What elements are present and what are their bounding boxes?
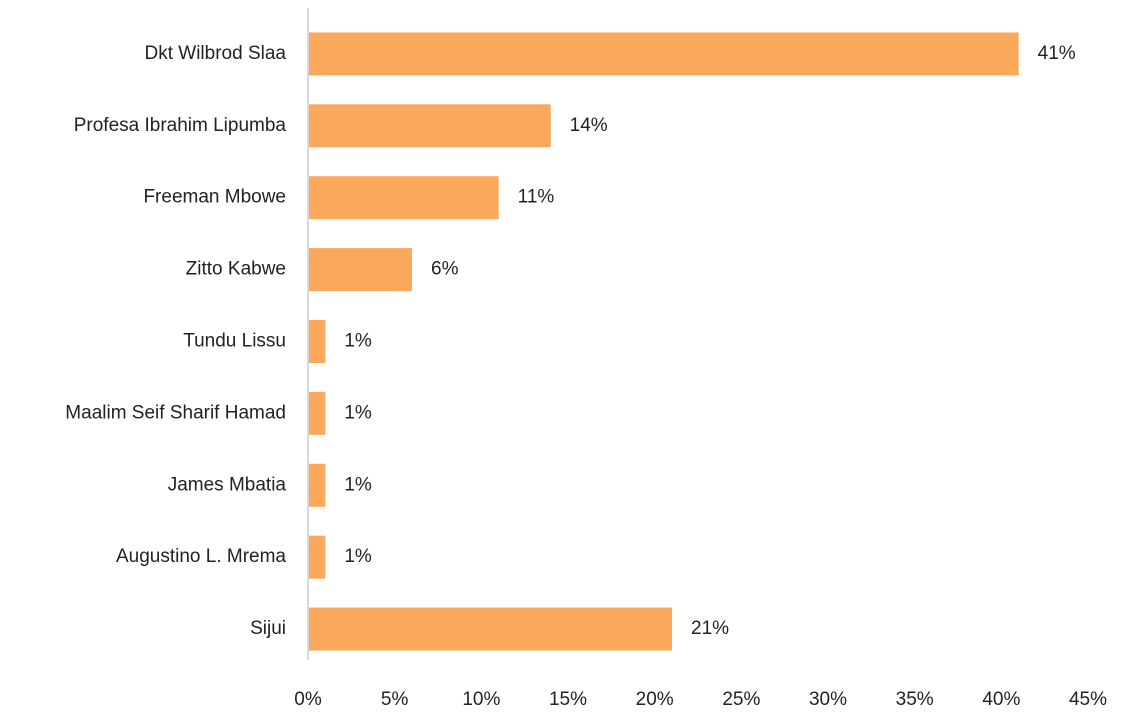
y-tick-label: Maalim Seif Sharif Hamad [65,402,286,423]
x-tick-label: 40% [982,689,1020,710]
bar [308,104,551,148]
bar [308,320,326,363]
bar [308,248,412,292]
x-tick-label: 0% [294,689,322,710]
data-label: 41% [1038,43,1076,64]
data-label: 21% [691,618,729,639]
data-label: 1% [344,331,372,352]
y-tick-label: Zitto Kabwe [186,259,286,280]
data-label: 1% [344,546,372,567]
data-label: 1% [344,474,372,495]
x-tick-label: 15% [549,689,587,710]
x-tick-label: 10% [462,689,500,710]
bar [308,535,326,579]
x-tick-label: 45% [1069,689,1107,710]
y-tick-label: James Mbatia [168,474,287,495]
y-tick-label: Profesa Ibrahim Lipumba [74,115,287,136]
y-tick-label: Sijui [250,618,286,639]
y-tick-label: Freeman Mbowe [143,187,286,208]
data-label: 11% [518,187,555,208]
x-tick-label: 25% [722,689,760,710]
bar [308,391,326,435]
data-label: 1% [344,402,372,423]
bar [308,176,499,220]
y-tick-label: Tundu Lissu [183,331,286,352]
data-label: 14% [570,115,608,136]
bar [308,32,1019,76]
bar [308,463,326,507]
x-tick-label: 35% [896,689,934,710]
x-tick-label: 20% [636,689,674,710]
data-label: 6% [431,259,459,280]
bar [308,607,672,651]
y-tick-label: Augustino L. Mrema [116,546,286,567]
x-tick-label: 30% [809,689,847,710]
x-tick-label: 5% [381,689,409,710]
y-tick-label: Dkt Wilbrod Slaa [145,43,287,64]
